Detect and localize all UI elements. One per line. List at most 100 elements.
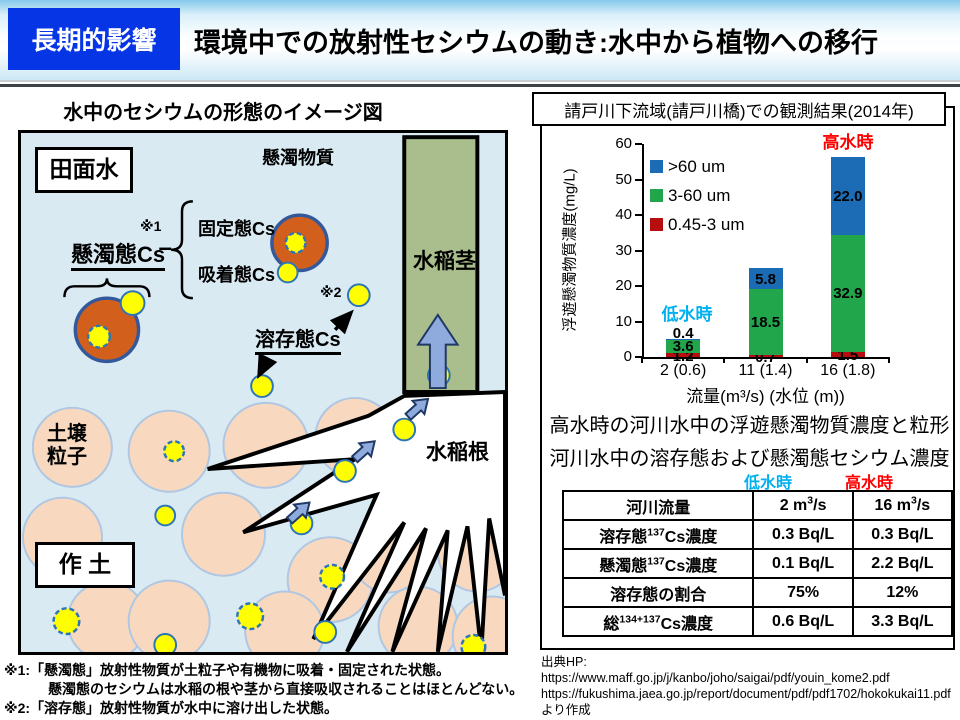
diagram-canvas [21,135,505,652]
suspended-cs-label: 懸濁態Cs [71,242,166,272]
y-tick-mark [635,285,642,287]
y-tick-mark [635,178,642,181]
paddy-water-label: 田面水 [35,147,133,193]
low-water-value: 0.1 Bq/L [752,548,854,579]
row-label: 総134+137Cs濃度 [561,606,755,637]
y-tick-label: 40 [615,206,632,223]
legend-label: >60 um [668,156,726,176]
fixed-cs-label: 固定態Cs [198,219,276,239]
page-title: 環境中での放射性セシウムの動き:水中から植物への移行 [194,27,878,58]
bar-segment [666,338,701,340]
high-water-annotation: 高水時 [822,133,874,152]
low-water-value: 75% [752,577,854,608]
header-divider-dark [0,84,960,87]
high-water-value: 0.3 Bq/L [851,519,954,550]
x-category-label: 11 (1.4) [738,362,793,379]
y-tick-mark [635,214,642,216]
note2-mark: ※2 [320,284,342,300]
cesium-dots-fixed [52,231,487,652]
stem-up-arrow-icon [416,313,460,390]
value-label: 0.4 [672,324,694,342]
legend-item: 0.45-3 um [650,210,745,239]
table-row: 総134+137Cs濃度 0.6 Bq/L 3.3 Bq/L [561,606,954,637]
value-label: 22.0 [833,187,863,205]
soil-particle-label: 土壌粒子 [47,423,87,468]
rice-stem-label: 水稲茎 [413,250,476,273]
note1-mark: ※1 [140,218,162,234]
source-url-2: https://fukushima.jaea.go.jp/report/docu… [541,687,951,701]
bar-segment [830,351,865,357]
table-row: 河川流量 2 m3/s 16 m3/s [561,490,954,521]
y-tick-mark [635,320,642,323]
high-water-value: 12% [851,577,954,608]
rice-root-label: 水稲根 [426,441,489,464]
footnote-1-continued: 懸濁態のセシウムは水稲の根や茎から直接吸収されることはほとんどない。 [48,681,524,697]
bar-segment [666,352,701,357]
observation-panel: >60 um 3-60 um 0.45-3 um 低水時 高水時 0 10 20 30 40… [540,106,955,650]
x-tick-mark [805,357,808,363]
x-axis [642,357,889,359]
y-tick-label: 60 [615,135,632,152]
high-water-value: 16 m3/s [851,490,954,521]
bar-segment [666,339,701,353]
x-axis-title: 流量(m³/s) (水位 (m)) [686,387,845,406]
rice-stem-shape [402,135,480,394]
row-label: 河川流量 [561,490,755,521]
source-block: 出典HP: https://www.maff.go.jp/j/kanbo/joh… [541,654,960,718]
legend-swatch [650,189,663,202]
plow-soil-label: 作 土 [35,542,135,588]
source-intro: 出典HP: [541,655,587,669]
caption-line-1: 高水時の河川水中の浮遊懸濁物質濃度と粒形 [549,415,950,437]
table-row: 溶存態の割合 75% 12% [561,577,954,608]
footnote-1: ※1:「懸濁態」放射性物質が土粒子や有機物に吸着・固定された状態。 [4,662,451,678]
footnote-2: ※2:「溶存態」放射性物質が水中に溶け出した状態。 [4,700,339,716]
y-axis [642,144,644,357]
source-url-1: https://www.maff.go.jp/j/kanbo/joho/saig… [541,671,890,685]
table-row: 懸濁態137Cs濃度 0.1 Bq/L 2.2 Bq/L [561,548,954,579]
x-category-label: 2 (0.6) [660,362,707,379]
value-label: 5.8 [755,270,776,288]
diagram-title: 水中のセシウムの形態のイメージ図 [63,102,383,124]
y-tick-label: 10 [615,312,632,330]
y-tick-label: 0 [623,348,632,365]
legend-label: 3-60 um [668,185,731,205]
stacked-bar-chart: >60 um 3-60 um 0.45-3 um 低水時 高水時 0 10 20 30 40… [615,133,890,379]
y-tick-label: 20 [615,277,632,294]
low-water-value: 0.6 Bq/L [752,606,854,637]
x-tick-mark [723,357,726,363]
x-category-label: 16 (1.8) [820,362,876,379]
bar-segment [830,234,865,352]
suspended-matter-label: 懸濁物質 [262,148,334,168]
low-water-value: 0.3 Bq/L [752,519,854,550]
y-tick-mark [635,143,642,145]
x-tick-mark [888,357,890,363]
chart-legend: >60 um 3-60 um 0.45-3 um [650,152,745,239]
y-tick-mark [635,249,642,252]
legend-swatch [650,218,663,231]
legend-item: >60 um [650,152,745,181]
legend-label: 0.45-3 um [668,214,745,234]
observation-table: 河川流量 2 m3/s 16 m3/s 溶存態137Cs濃度 0.3 Bq/L 0.3 B… [561,490,954,637]
panel-title: 請戸川下流域(請戸川橋)での観測結果(2014年) [532,92,946,126]
bar-segment [830,156,865,235]
table-col-header-high: 高水時 [844,475,893,492]
low-water-annotation: 低水時 [661,305,713,324]
dissolve-arrow-icon [257,309,354,379]
cesium-form-diagram: 田面水 懸濁物質 ※1 懸濁態Cs 固定態Cs 吸着態Cs ※2 溶存態Cs 水… [18,130,508,655]
x-tick-mark [641,357,643,363]
row-label: 懸濁態137Cs濃度 [561,548,755,579]
header-divider-light [0,80,960,82]
legend-item: 3-60 um [650,181,745,210]
y-tick-mark [635,356,642,358]
topic-badge: 長期的影響 [8,8,180,70]
high-water-value: 3.3 Bq/L [851,606,954,637]
uptake-arrow-icons [285,313,460,525]
cesium-dots-solid [119,261,451,652]
row-label: 溶存態の割合 [561,577,755,608]
value-label: 18.5 [750,313,781,331]
bar-segment [748,354,783,357]
adsorbed-cs-label: 吸着態Cs [198,265,276,285]
bar-segment [748,288,783,355]
footnotes: ※1:「懸濁態」放射性物質が土粒子や有機物に吸着・固定された状態。 懸濁態のセシ… [4,661,544,718]
